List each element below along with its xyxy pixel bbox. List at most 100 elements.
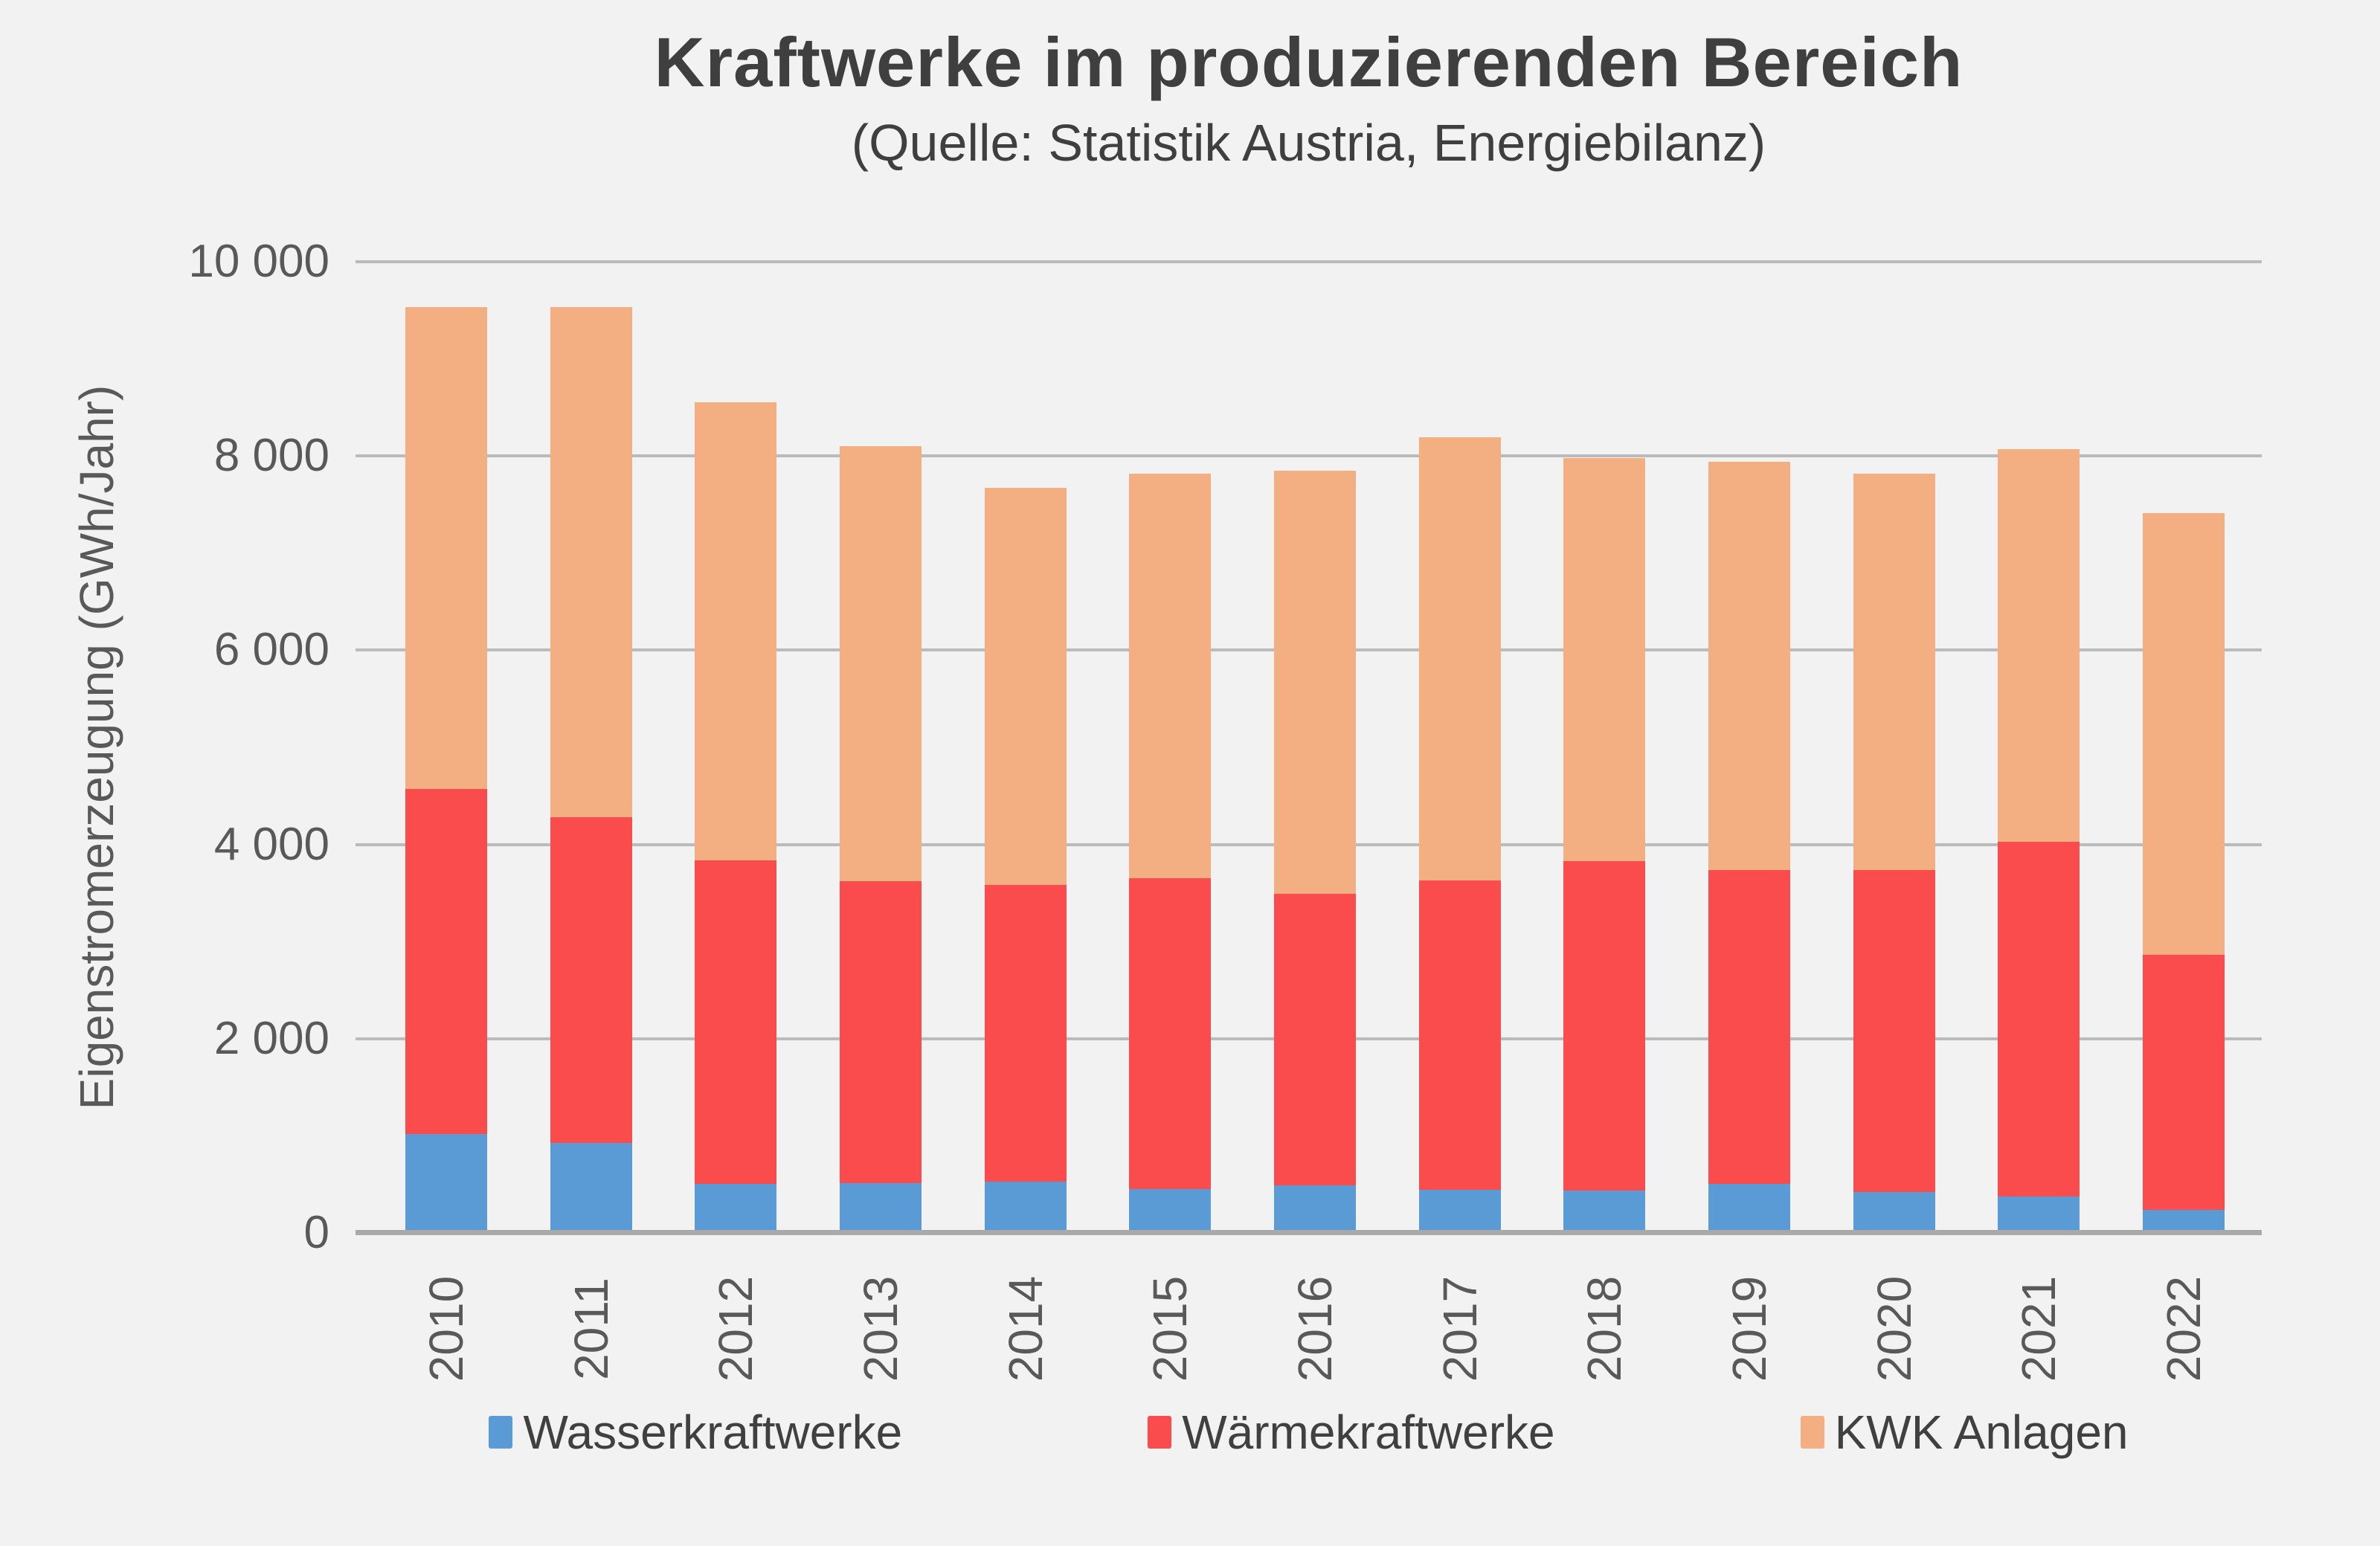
chart-subtitle: (Quelle: Statistik Austria, Energiebilan… [851, 114, 1766, 172]
bar-segment-2013-KWK Anlagen [839, 446, 922, 882]
bar-segment-2021-Wärmekraftwerke [1998, 841, 2080, 1197]
legend-swatch-Wasserkraftwerke [489, 1415, 513, 1449]
x-tick-label-2013: 2013 [853, 1275, 907, 1382]
legend-item-Wärmekraftwerke: Wärmekraftwerke [1148, 1405, 1555, 1460]
bar-segment-2022-KWK Anlagen [2142, 513, 2225, 956]
x-tick-label-2022: 2022 [2156, 1275, 2210, 1382]
bar-2010 [405, 262, 487, 1233]
bar-segment-2019-KWK Anlagen [1708, 462, 1790, 870]
plot-area: 0 2 000 4 000 6 000 8 000 10 000 [188, 239, 2262, 1256]
chart-title: Kraftwerke im produzierenden Bereich [654, 23, 1964, 101]
bar-2018 [1563, 262, 1646, 1233]
x-tick-2012: 2012 [695, 1243, 776, 1414]
legend-item-Wasserkraftwerke: Wasserkraftwerke [489, 1405, 902, 1460]
bar-segment-2013-Wasserkraftwerke [839, 1182, 922, 1233]
bar-segment-2021-KWK Anlagen [1998, 449, 2080, 842]
bar-2016 [1273, 262, 1356, 1233]
bar-segment-2020-Wärmekraftwerke [1853, 869, 1935, 1192]
y-tick-label-0: 0 [303, 1207, 329, 1258]
x-tick-2019: 2019 [1708, 1243, 1790, 1414]
bar-segment-2010-Wasserkraftwerke [405, 1133, 487, 1233]
bar-2020 [1853, 262, 1935, 1233]
bar-segment-2012-Wasserkraftwerke [695, 1184, 777, 1233]
y-tick-label-2000: 2 000 [213, 1012, 329, 1064]
gridline-8000 [356, 454, 2262, 458]
x-tick-label-2012: 2012 [709, 1275, 763, 1382]
x-tick-2021: 2021 [1998, 1243, 2080, 1414]
y-axis-title: Eigenstromerzeugung (GWh/Jahr) [70, 384, 123, 1110]
legend-label-KWK Anlagen: KWK Anlagen [1834, 1405, 2129, 1459]
bar-2015 [1129, 262, 1212, 1233]
bar-segment-2022-Wärmekraftwerke [2142, 955, 2225, 1210]
legend-swatch-KWK Anlagen [1800, 1415, 1824, 1449]
bar-segment-2017-Wasserkraftwerke [1418, 1189, 1501, 1233]
bar-segment-2012-KWK Anlagen [695, 402, 777, 860]
bar-segment-2017-KWK Anlagen [1418, 437, 1501, 880]
bar-2012 [695, 262, 777, 1233]
bar-segment-2019-Wasserkraftwerke [1708, 1184, 1790, 1233]
x-tick-label-2021: 2021 [2012, 1275, 2066, 1382]
x-tick-2014: 2014 [985, 1243, 1067, 1414]
y-tick-label-6000: 6 000 [213, 624, 329, 676]
x-tick-label-2018: 2018 [1577, 1275, 1632, 1382]
bar-segment-2011-KWK Anlagen [550, 307, 632, 818]
x-tick-2020: 2020 [1853, 1243, 1935, 1414]
x-tick-label-2019: 2019 [1722, 1275, 1776, 1382]
x-tick-2022: 2022 [2143, 1243, 2225, 1414]
bar-segment-2014-Wärmekraftwerke [984, 885, 1067, 1182]
bar-2013 [839, 262, 922, 1233]
bar-segment-2015-Wasserkraftwerke [1129, 1189, 1212, 1233]
bar-2017 [1418, 262, 1501, 1233]
bar-segment-2012-Wärmekraftwerke [695, 860, 777, 1185]
x-axis-labels: 2010 2011 2012 2013 2014 2015 2016 2017 2018 2019… [356, 1243, 2262, 1414]
bar-2021 [1998, 262, 2080, 1233]
bar-segment-2010-Wärmekraftwerke [405, 789, 487, 1134]
bar-segment-2017-Wärmekraftwerke [1418, 880, 1501, 1190]
bar-segment-2010-KWK Anlagen [405, 307, 487, 790]
bar-segment-2016-Wasserkraftwerke [1273, 1185, 1356, 1233]
bar-segment-2013-Wärmekraftwerke [839, 881, 922, 1183]
x-tick-label-2011: 2011 [564, 1278, 618, 1380]
bar-segment-2016-Wärmekraftwerke [1273, 894, 1356, 1186]
x-tick-2011: 2011 [550, 1243, 632, 1414]
bar-segment-2011-Wärmekraftwerke [550, 817, 632, 1143]
bar-2022 [2142, 262, 2225, 1233]
x-tick-label-2017: 2017 [1432, 1275, 1487, 1382]
x-tick-label-2010: 2010 [419, 1275, 473, 1382]
bar-2011 [550, 262, 632, 1233]
bar-segment-2015-Wärmekraftwerke [1129, 878, 1212, 1190]
bar-segment-2018-Wasserkraftwerke [1563, 1190, 1646, 1233]
x-tick-2016: 2016 [1274, 1243, 1356, 1414]
gridline-10000 [356, 260, 2262, 263]
legend-label-Wasserkraftwerke: Wasserkraftwerke [523, 1405, 903, 1459]
bar-segment-2019-Wärmekraftwerke [1708, 869, 1790, 1185]
y-tick-label-4000: 4 000 [213, 818, 329, 870]
bar-2019 [1708, 262, 1790, 1233]
bars-container [356, 262, 2262, 1233]
bar-segment-2016-KWK Anlagen [1273, 470, 1356, 895]
bar-segment-2018-Wärmekraftwerke [1563, 860, 1646, 1191]
x-tick-label-2015: 2015 [1143, 1275, 1197, 1382]
x-tick-2017: 2017 [1419, 1243, 1501, 1414]
x-axis-line [356, 1230, 2262, 1235]
legend: Wasserkraftwerke Wärmekraftwerke KWK Anlag… [356, 1397, 2262, 1467]
legend-item-KWK Anlagen: KWK Anlagen [1800, 1405, 2129, 1460]
y-tick-label-8000: 8 000 [213, 430, 329, 482]
bar-segment-2014-KWK Anlagen [984, 488, 1067, 886]
x-tick-2013: 2013 [840, 1243, 922, 1414]
bar-segment-2011-Wasserkraftwerke [550, 1142, 632, 1233]
bar-segment-2015-KWK Anlagen [1129, 473, 1212, 879]
x-tick-2010: 2010 [405, 1243, 487, 1414]
x-tick-2018: 2018 [1563, 1243, 1645, 1414]
bar-segment-2022-Wasserkraftwerke [2142, 1209, 2225, 1233]
bar-segment-2014-Wasserkraftwerke [984, 1181, 1067, 1233]
x-tick-2015: 2015 [1129, 1243, 1211, 1414]
x-tick-label-2014: 2014 [998, 1275, 1052, 1382]
y-tick-label-10000: 10 000 [188, 236, 329, 287]
bar-segment-2021-Wasserkraftwerke [1998, 1196, 2080, 1233]
legend-label-Wärmekraftwerke: Wärmekraftwerke [1182, 1405, 1555, 1459]
y-axis-labels: 0 2 000 4 000 6 000 8 000 10 000 [188, 239, 2262, 1256]
bar-segment-2020-Wasserkraftwerke [1853, 1191, 1935, 1233]
bar-segment-2020-KWK Anlagen [1853, 473, 1935, 870]
